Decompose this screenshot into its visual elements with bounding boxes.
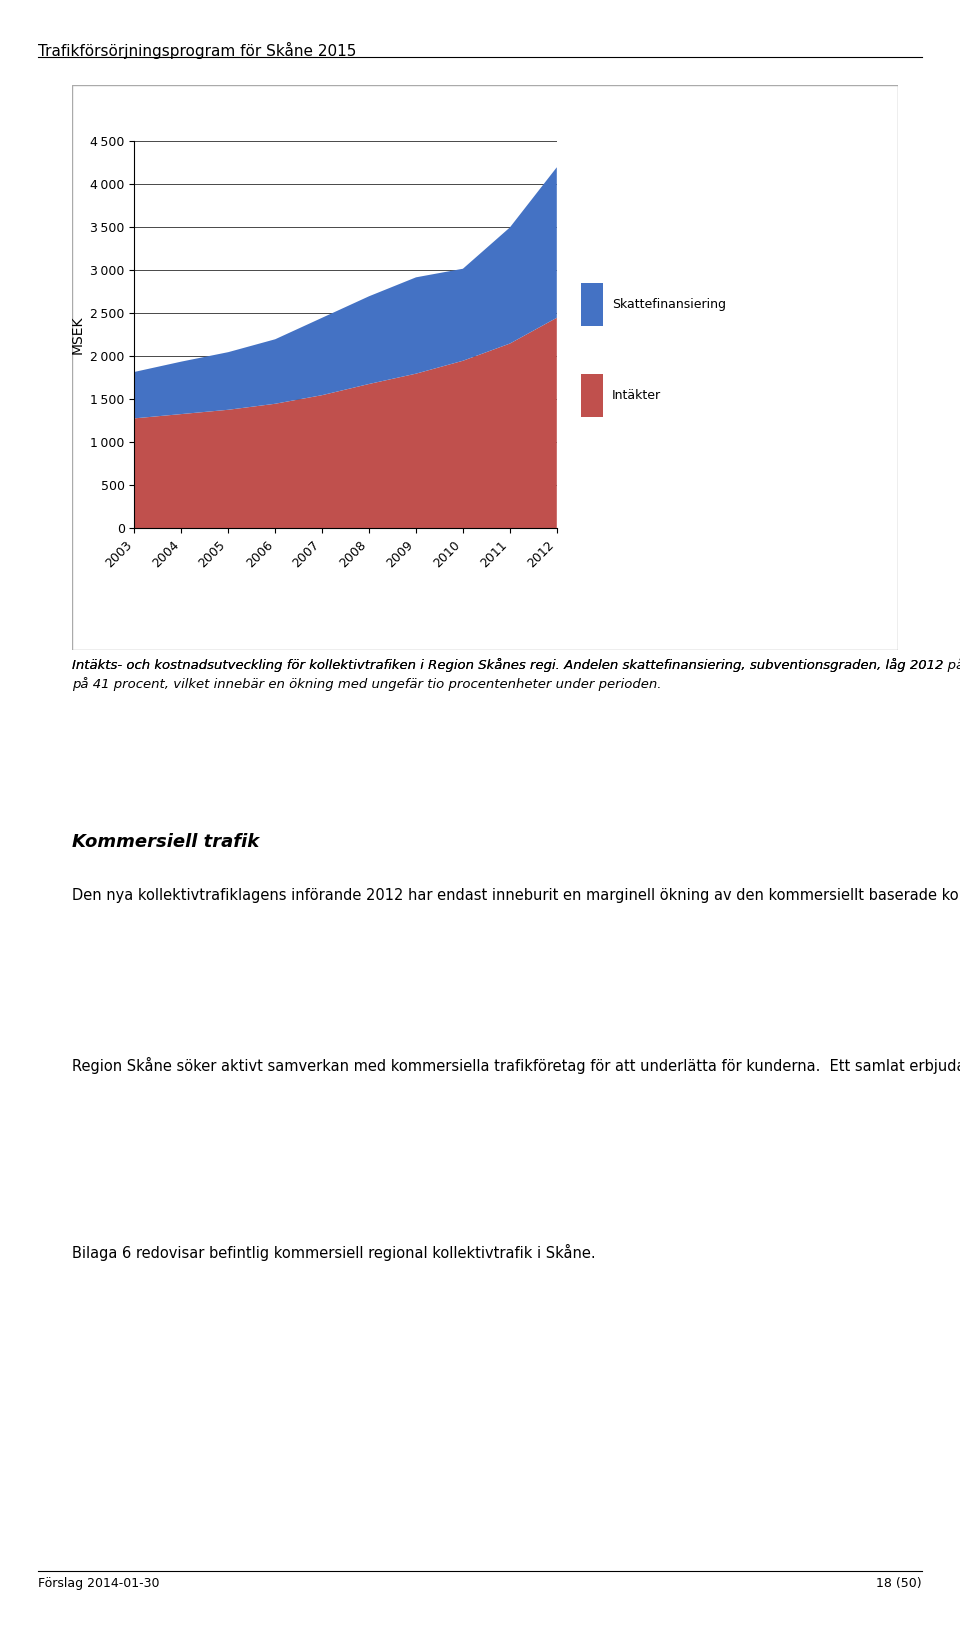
Text: Intäkter: Intäkter xyxy=(612,389,661,402)
Y-axis label: MSEK: MSEK xyxy=(71,315,84,354)
Text: Bilaga 6 redovisar befintlig kommersiell regional kollektivtrafik i Skåne.: Bilaga 6 redovisar befintlig kommersiell… xyxy=(72,1244,595,1260)
Text: Förslag 2014-01-30: Förslag 2014-01-30 xyxy=(38,1577,160,1590)
Bar xyxy=(581,283,603,325)
Text: Den nya kollektivtrafiklagens införande 2012 har endast inneburit en marginell ö: Den nya kollektivtrafiklagens införande … xyxy=(72,886,960,902)
Text: Intäkts- och kostnadsutveckling för kollektivtrafiken i Region Skånes regi. Ande: Intäkts- och kostnadsutveckling för koll… xyxy=(72,659,960,673)
Text: Intäkts- och kostnadsutveckling för kollektivtrafiken i Region Skånes regi. Ande: Intäkts- och kostnadsutveckling för koll… xyxy=(72,659,944,691)
Text: Kommersiell trafik: Kommersiell trafik xyxy=(72,833,259,850)
Bar xyxy=(581,374,603,418)
Text: Skattefinansiering: Skattefinansiering xyxy=(612,298,726,311)
Text: 18 (50): 18 (50) xyxy=(876,1577,922,1590)
Text: Trafikförsörjningsprogram för Skåne 2015: Trafikförsörjningsprogram för Skåne 2015 xyxy=(38,42,357,59)
Text: Region Skåne söker aktivt samverkan med kommersiella trafikföretag för att under: Region Skåne söker aktivt samverkan med … xyxy=(72,1057,960,1073)
